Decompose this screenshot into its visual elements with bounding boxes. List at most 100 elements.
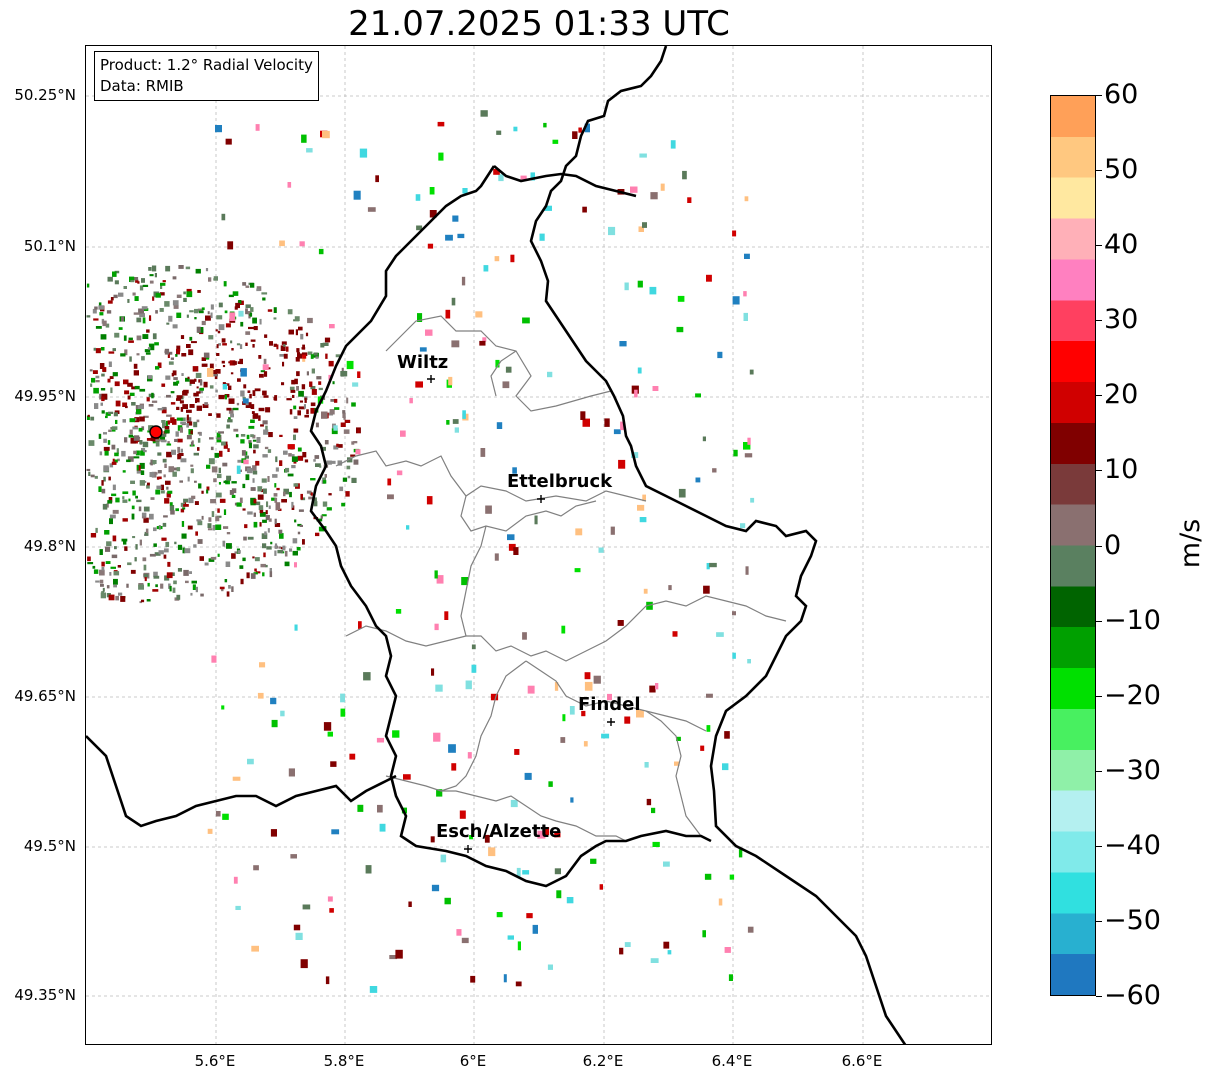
echo-cell — [167, 441, 170, 445]
echo-cell — [155, 293, 161, 298]
echo-cell — [156, 485, 162, 490]
echo-cell — [254, 557, 260, 562]
echo-cell — [268, 505, 271, 509]
echo-cell — [130, 280, 135, 283]
echo-cell — [324, 440, 329, 445]
echo-cell — [130, 569, 136, 574]
echo-cell — [131, 505, 135, 510]
echo-cell — [240, 368, 247, 377]
echo-cell — [161, 537, 167, 541]
echo-cell — [326, 460, 332, 465]
echo-cell — [152, 589, 159, 592]
echo-cell — [379, 823, 386, 832]
radar-map[interactable] — [85, 45, 992, 1045]
echo-cell — [194, 480, 197, 483]
echo-cell — [166, 322, 170, 325]
echo-cell — [149, 315, 152, 321]
echo-cell — [105, 412, 111, 416]
echo-cell — [98, 305, 105, 310]
echo-cell — [494, 553, 499, 561]
echo-cell — [329, 324, 335, 329]
echo-cell — [146, 397, 150, 402]
echo-cell — [732, 611, 736, 616]
echo-cell — [451, 763, 457, 771]
echo-cell — [357, 429, 360, 433]
echo-cell — [695, 393, 701, 398]
echo-cell — [149, 472, 155, 478]
lat-label: 49.95°N — [14, 387, 76, 405]
echo-cell — [249, 393, 252, 399]
colorbar-tick-label: −50 — [1104, 905, 1161, 936]
echo-cell — [446, 420, 450, 425]
echo-cell — [313, 497, 317, 502]
echo-cell — [112, 372, 118, 377]
echo-cell — [282, 545, 286, 551]
echo-cell — [642, 222, 647, 228]
echo-cell — [218, 467, 221, 473]
echo-cell — [106, 585, 110, 589]
echo-cell — [526, 913, 533, 919]
echo-cell — [123, 286, 127, 289]
echo-cell — [400, 430, 406, 437]
colorbar-tick-mark — [1096, 470, 1102, 471]
echo-cell — [197, 539, 203, 544]
echo-cell — [624, 282, 629, 291]
echo-cell — [222, 365, 226, 368]
echo-cell — [496, 912, 503, 918]
echo-cell — [716, 632, 724, 637]
echo-cell — [219, 498, 226, 503]
echo-cell — [223, 509, 227, 515]
echo-cell — [144, 349, 151, 353]
echo-cell — [298, 406, 305, 410]
echo-cell — [250, 419, 255, 423]
echo-cell — [153, 575, 160, 579]
echo-cell — [90, 416, 95, 421]
echo-cell — [99, 549, 103, 555]
echo-cell — [289, 548, 293, 552]
echo-cell — [574, 568, 581, 573]
echo-cell — [189, 404, 195, 408]
echo-cell — [176, 417, 183, 421]
echo-cell — [183, 291, 186, 295]
echo-cell — [169, 585, 172, 592]
echo-cell — [236, 402, 240, 406]
echo-cell — [330, 460, 336, 464]
echo-cell — [211, 511, 215, 517]
echo-cell — [276, 344, 279, 350]
echo-cell — [279, 533, 284, 539]
echo-cell — [262, 390, 267, 396]
echo-cell — [121, 538, 128, 542]
echo-cell — [387, 478, 392, 486]
echo-cell — [193, 544, 197, 548]
echo-cell — [106, 503, 109, 508]
echo-cell — [121, 316, 124, 322]
echo-cell — [313, 352, 318, 356]
echo-cell — [127, 456, 134, 462]
echo-cell — [101, 488, 106, 494]
echo-cell — [425, 329, 433, 336]
echo-cell — [116, 448, 119, 454]
echo-cell — [87, 556, 91, 562]
echo-cell — [545, 827, 550, 836]
echo-cell — [130, 480, 135, 484]
echo-cell — [246, 467, 253, 474]
echo-cell — [395, 949, 403, 959]
echo-cell — [259, 318, 262, 325]
echo-cell — [620, 421, 625, 431]
echo-cell — [646, 798, 652, 806]
echo-cell — [215, 125, 222, 133]
echo-cell — [561, 625, 566, 634]
echo-cell — [213, 276, 218, 281]
echo-cell — [142, 512, 147, 517]
echo-cell — [547, 371, 553, 378]
echo-cell — [253, 444, 259, 449]
echo-cell — [86, 283, 90, 288]
echo-cell — [467, 752, 472, 759]
echo-cell — [269, 571, 273, 578]
echo-cell — [166, 414, 172, 417]
echo-cell — [180, 502, 185, 507]
echo-cell — [103, 446, 110, 451]
echo-cell — [340, 422, 346, 427]
echo-cell — [209, 385, 214, 389]
echo-cell — [90, 383, 93, 387]
